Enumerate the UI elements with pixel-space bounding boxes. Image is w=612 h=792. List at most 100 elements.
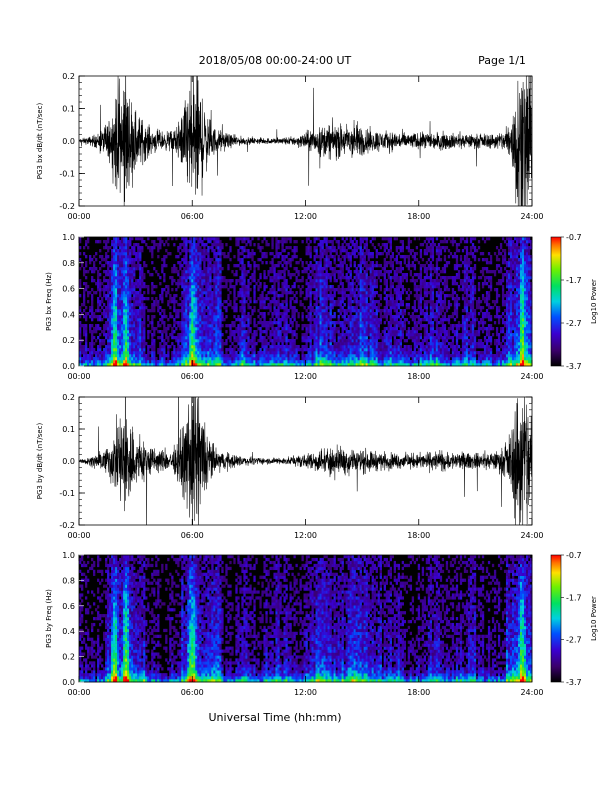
spectrogram-cell <box>235 309 238 313</box>
spectrogram-cell <box>127 309 130 313</box>
spectrogram-cell <box>323 294 326 298</box>
spectrogram-cell <box>293 252 296 256</box>
spectrogram-cell <box>121 312 124 316</box>
spectrogram-cell <box>343 357 346 361</box>
spectrogram-cell <box>375 324 378 328</box>
spectrogram-cell <box>119 276 122 280</box>
spectrogram-cell <box>91 300 94 304</box>
spectrogram-cell <box>109 261 112 265</box>
spectrogram-cell <box>399 294 403 298</box>
spectrogram-cell <box>397 357 400 361</box>
spectrogram-cell <box>329 303 332 307</box>
spectrogram-cell <box>79 351 82 355</box>
spectrogram-cell <box>121 339 124 343</box>
spectrogram-cell <box>257 237 260 241</box>
spectrogram-cell <box>151 291 154 295</box>
spectrogram-cell <box>163 279 166 283</box>
spectrogram-cell <box>107 324 110 328</box>
spectrogram-cell <box>371 342 374 346</box>
spectrogram-cell <box>341 354 344 358</box>
spectrogram-cell <box>249 315 252 319</box>
spectrogram-cell <box>217 315 220 319</box>
spectrogram-cell <box>195 312 198 316</box>
spectrogram-cell <box>147 351 150 355</box>
spectrogram-cell <box>397 288 400 292</box>
spectrogram-cell <box>363 333 366 337</box>
spectrogram-cell <box>135 360 138 364</box>
spectrogram-cell <box>139 267 142 271</box>
spectrogram-cell <box>229 333 232 337</box>
spectrogram-cell <box>127 264 130 268</box>
spectrogram-cell <box>141 300 144 304</box>
spectrogram-cell <box>97 240 100 244</box>
spectrogram-cell <box>199 306 202 310</box>
spectrogram-cell <box>117 357 120 361</box>
spectrogram-cell <box>371 264 374 268</box>
spectrogram-cell <box>219 252 222 256</box>
spectrogram-cell <box>211 315 214 319</box>
spectrogram-cell <box>203 279 206 283</box>
spectrogram-cell <box>243 264 246 268</box>
spectrogram-cell <box>347 255 350 259</box>
spectrogram-cell <box>393 327 396 331</box>
spectrogram-cell <box>181 264 184 268</box>
spectrogram-cell <box>189 294 192 298</box>
spectrogram-cell <box>261 345 264 349</box>
spectrogram-cell <box>237 237 240 241</box>
spectrogram-cell <box>321 273 324 277</box>
spectrogram-cell <box>207 252 210 256</box>
spectrogram-cell <box>127 342 130 346</box>
spectrogram-cell <box>111 240 114 244</box>
spectrogram-cell <box>131 291 134 295</box>
spectrogram-cell <box>359 264 362 268</box>
spectrogram-cell <box>309 336 312 340</box>
spectrogram-cell <box>349 282 352 286</box>
spectrogram-cell <box>307 312 310 316</box>
spectrogram-cell <box>337 339 340 343</box>
spectrogram-cell <box>349 330 352 334</box>
spectrogram-cell <box>361 279 364 283</box>
spectrogram-cell <box>265 243 268 247</box>
spectrogram-cell <box>387 276 390 280</box>
spectrogram-cell <box>111 285 114 289</box>
spectrogram-cell <box>137 363 140 367</box>
spectrogram-cell <box>179 345 182 349</box>
spectrogram-cell <box>185 300 188 304</box>
spectrogram-cell <box>217 306 220 310</box>
spectrogram-cell <box>285 327 288 331</box>
spectrogram-cell <box>383 336 386 340</box>
spectrogram-cell <box>153 363 156 367</box>
spectrogram-cell <box>359 294 362 298</box>
spectrogram-cell <box>213 336 216 340</box>
spectrogram-cell <box>189 330 192 334</box>
spectrogram-cell <box>207 360 210 364</box>
spectrogram-cell <box>245 270 248 274</box>
spectrogram-cell <box>183 306 186 310</box>
spectrogram-cell <box>97 276 100 280</box>
spectrogram-cell <box>127 318 130 322</box>
spectrogram-cell <box>111 324 114 328</box>
spectrogram-cell <box>361 237 364 241</box>
spectrogram-cell <box>253 300 256 304</box>
spectrogram-cell <box>399 240 403 244</box>
spectrogram-cell <box>357 309 360 313</box>
spectrogram-cell <box>291 297 294 301</box>
spectrogram-cell <box>247 312 250 316</box>
spectrogram-cell <box>283 333 286 337</box>
spectrogram-cell <box>383 270 386 274</box>
spectrogram-cell <box>207 312 210 316</box>
spectrogram-cell <box>367 303 370 307</box>
spectrogram-cell <box>359 288 362 292</box>
spectrogram-cell <box>135 303 138 307</box>
spectrogram-cell <box>159 345 162 349</box>
spectrogram-cell <box>127 249 130 253</box>
spectrogram-cell <box>189 321 192 325</box>
spectrogram-cell <box>179 282 182 286</box>
spectrogram-cell <box>167 357 170 361</box>
spectrogram-cell <box>321 252 324 256</box>
spectrogram-cell <box>127 240 130 244</box>
spectrogram-cell <box>341 321 344 325</box>
spectrogram-cell <box>279 321 282 325</box>
spectrogram-cell <box>191 294 194 298</box>
spectrogram-cell <box>103 240 106 244</box>
